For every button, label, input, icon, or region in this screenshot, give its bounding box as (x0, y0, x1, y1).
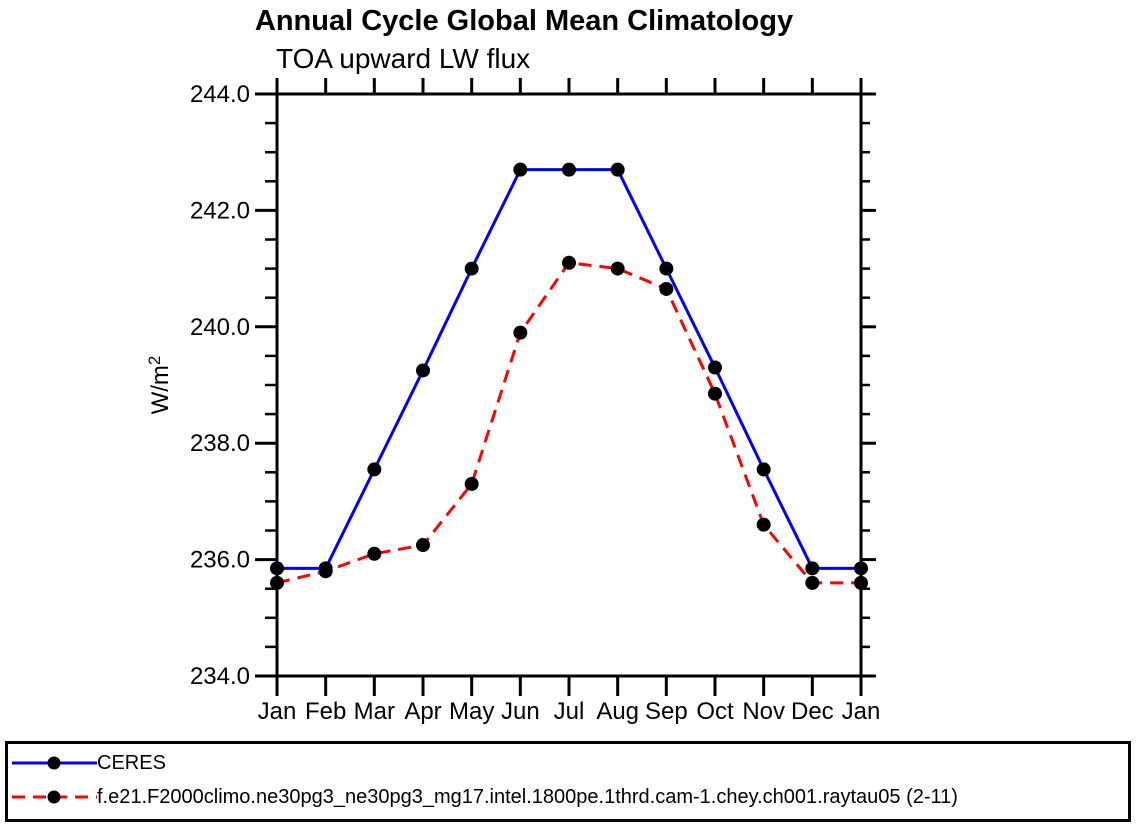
x-tick-label: Jun (501, 698, 540, 725)
data-point-marker (610, 162, 625, 177)
data-point-marker (659, 281, 674, 296)
data-point-marker (708, 386, 722, 401)
x-tick-label: Mar (354, 698, 395, 725)
y-tick-label: 238.0 (190, 430, 250, 457)
x-tick-label: Nov (742, 698, 785, 725)
data-point-marker (659, 261, 674, 276)
x-tick-label: Aug (596, 698, 639, 725)
data-point-marker (318, 564, 333, 579)
data-point-marker (270, 561, 284, 576)
data-point-marker (854, 575, 868, 590)
x-tick-label: Oct (696, 698, 734, 725)
x-axis-ticks (275, 78, 863, 696)
x-tick-label: Apr (404, 698, 441, 725)
y-tick-label: 244.0 (190, 81, 250, 108)
legend-label-model: f.e21.F2000climo.ne30pg3_ne30pg3_mg17.in… (97, 786, 958, 808)
data-point-marker (513, 325, 528, 340)
data-point-marker (416, 363, 430, 378)
data-point-marker (805, 575, 820, 590)
y-axis-title: W/m2 (145, 356, 174, 415)
legend-marker-sample (47, 756, 61, 770)
x-tick-label: Dec (791, 698, 834, 725)
data-point-marker (367, 546, 382, 561)
data-point-marker (562, 162, 576, 177)
x-tick-label: Jan (842, 698, 881, 725)
data-point-marker (708, 360, 722, 375)
ceres-line (277, 168, 861, 570)
plot-frame (275, 92, 863, 678)
x-tick-label: Sep (645, 698, 688, 725)
y-axis-labels: 234.0 236.0 238.0 240.0 242.0 244.0 (190, 81, 250, 690)
y-tick-label: 236.0 (190, 547, 250, 574)
data-point-marker (562, 255, 576, 270)
data-point-marker (270, 575, 284, 590)
data-point-marker (367, 462, 382, 477)
data-point-marker (854, 561, 868, 576)
y-tick-label: 240.0 (190, 314, 250, 341)
data-point-marker (513, 162, 528, 177)
data-point-marker (610, 261, 625, 276)
annual-cycle-chart: 234.0 236.0 238.0 240.0 242.0 244.0 Jan Feb Mar A… (145, 78, 881, 725)
y-tick-label: 242.0 (190, 197, 250, 224)
chart-legend: CERES f.e21.F2000climo.ne30pg3_ne30pg3_m… (5, 741, 1131, 822)
data-point-marker (416, 538, 430, 553)
chart-subtitle: TOA upward LW flux (276, 43, 531, 74)
legend-label-ceres: CERES (97, 752, 166, 774)
ceres-markers (270, 162, 868, 576)
y-axis-ticks (255, 92, 876, 678)
model-line (276, 261, 861, 585)
data-point-marker (805, 561, 820, 576)
model-line-sample (12, 790, 97, 804)
data-point-marker (756, 462, 771, 477)
x-tick-label: Jan (258, 698, 297, 725)
model-markers (270, 255, 868, 590)
data-point-marker (756, 517, 771, 532)
data-point-marker (464, 261, 479, 276)
chart-title: Annual Cycle Global Mean Climatology (254, 5, 794, 37)
ceres-line-sample (12, 756, 97, 770)
legend-row-model: f.e21.F2000climo.ne30pg3_ne30pg3_mg17.in… (10, 785, 958, 809)
x-axis-labels: Jan Feb Mar Apr May Jun Jul Aug Sep Oct Nov Dec Jan (258, 698, 881, 725)
legend-marker-sample (47, 790, 61, 804)
data-point-marker (464, 476, 479, 491)
legend-row-ceres: CERES (10, 751, 166, 775)
x-tick-label: Jul (554, 698, 585, 725)
y-tick-label: 234.0 (190, 663, 250, 690)
x-tick-label: May (449, 698, 494, 725)
x-tick-label: Feb (305, 698, 346, 725)
